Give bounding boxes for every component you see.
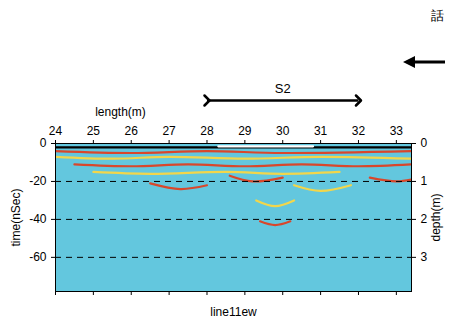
svg-text:S2: S2 (275, 81, 291, 96)
svg-text:31: 31 (314, 124, 328, 138)
svg-text:time(nSec): time(nSec) (9, 188, 23, 246)
svg-text:26: 26 (125, 124, 139, 138)
svg-text:depth(m): depth(m) (429, 193, 443, 241)
svg-text:24: 24 (49, 124, 63, 138)
svg-text:-40: -40 (29, 212, 47, 226)
svg-text:30: 30 (276, 124, 290, 138)
svg-text:3: 3 (421, 250, 428, 264)
svg-text:27: 27 (162, 124, 176, 138)
svg-text:-20: -20 (29, 174, 47, 188)
svg-text:33: 33 (390, 124, 404, 138)
svg-text:25: 25 (87, 124, 101, 138)
svg-text:2: 2 (421, 212, 428, 226)
svg-text:28: 28 (200, 124, 214, 138)
svg-text:0: 0 (421, 136, 428, 150)
svg-text:29: 29 (238, 124, 252, 138)
svg-text:32: 32 (352, 124, 366, 138)
svg-text:length(m): length(m) (95, 105, 146, 119)
svg-text:1: 1 (421, 174, 428, 188)
svg-text:-60: -60 (29, 250, 47, 264)
svg-text:line11ew: line11ew (210, 305, 257, 319)
svg-text:話: 話 (431, 8, 444, 23)
svg-text:0: 0 (40, 136, 47, 150)
